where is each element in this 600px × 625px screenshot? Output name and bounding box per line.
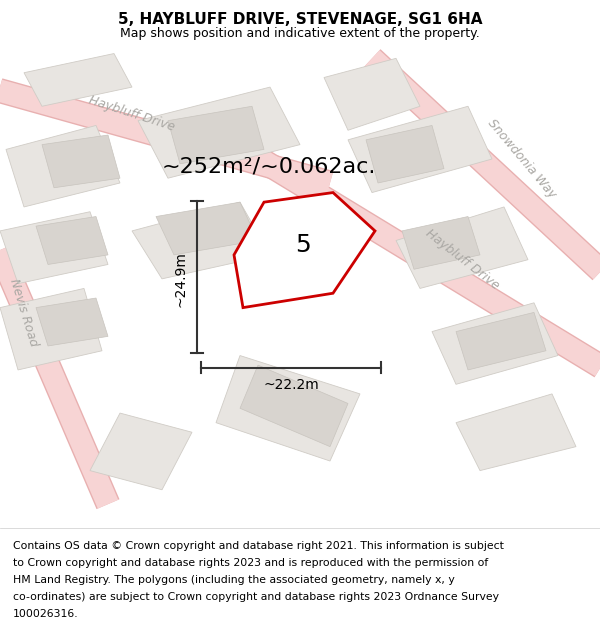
Polygon shape bbox=[0, 212, 108, 284]
Polygon shape bbox=[90, 413, 192, 490]
Polygon shape bbox=[366, 126, 444, 183]
Polygon shape bbox=[402, 216, 480, 269]
Text: to Crown copyright and database rights 2023 and is reproduced with the permissio: to Crown copyright and database rights 2… bbox=[13, 558, 488, 568]
Text: ~24.9m: ~24.9m bbox=[173, 251, 187, 307]
Text: 5: 5 bbox=[295, 233, 311, 258]
Polygon shape bbox=[456, 312, 546, 370]
Polygon shape bbox=[348, 106, 492, 192]
Polygon shape bbox=[168, 106, 264, 164]
Text: 100026316.: 100026316. bbox=[13, 609, 79, 619]
Text: co-ordinates) are subject to Crown copyright and database rights 2023 Ordnance S: co-ordinates) are subject to Crown copyr… bbox=[13, 592, 499, 602]
Polygon shape bbox=[138, 87, 300, 178]
Polygon shape bbox=[156, 202, 258, 255]
Text: ~22.2m: ~22.2m bbox=[263, 378, 319, 392]
Polygon shape bbox=[0, 289, 102, 370]
Polygon shape bbox=[36, 216, 108, 264]
Polygon shape bbox=[24, 54, 132, 106]
Polygon shape bbox=[324, 58, 420, 130]
Polygon shape bbox=[234, 192, 375, 308]
Text: Snowdonia Way: Snowdonia Way bbox=[485, 117, 559, 201]
Text: ~252m²/~0.062ac.: ~252m²/~0.062ac. bbox=[162, 156, 376, 176]
Polygon shape bbox=[6, 126, 120, 207]
Polygon shape bbox=[216, 356, 360, 461]
Polygon shape bbox=[132, 202, 270, 279]
Polygon shape bbox=[432, 303, 558, 384]
Text: Nevis Road: Nevis Road bbox=[8, 277, 40, 348]
Text: 5, HAYBLUFF DRIVE, STEVENAGE, SG1 6HA: 5, HAYBLUFF DRIVE, STEVENAGE, SG1 6HA bbox=[118, 12, 482, 27]
Text: Haybluff Drive: Haybluff Drive bbox=[88, 93, 176, 134]
Text: Haybluff Drive: Haybluff Drive bbox=[422, 227, 502, 292]
Polygon shape bbox=[36, 298, 108, 346]
Polygon shape bbox=[42, 135, 120, 188]
Text: HM Land Registry. The polygons (including the associated geometry, namely x, y: HM Land Registry. The polygons (includin… bbox=[13, 574, 455, 584]
Polygon shape bbox=[456, 394, 576, 471]
Text: Contains OS data © Crown copyright and database right 2021. This information is : Contains OS data © Crown copyright and d… bbox=[13, 541, 504, 551]
Polygon shape bbox=[396, 207, 528, 289]
Text: Map shows position and indicative extent of the property.: Map shows position and indicative extent… bbox=[120, 27, 480, 40]
Polygon shape bbox=[240, 365, 348, 447]
